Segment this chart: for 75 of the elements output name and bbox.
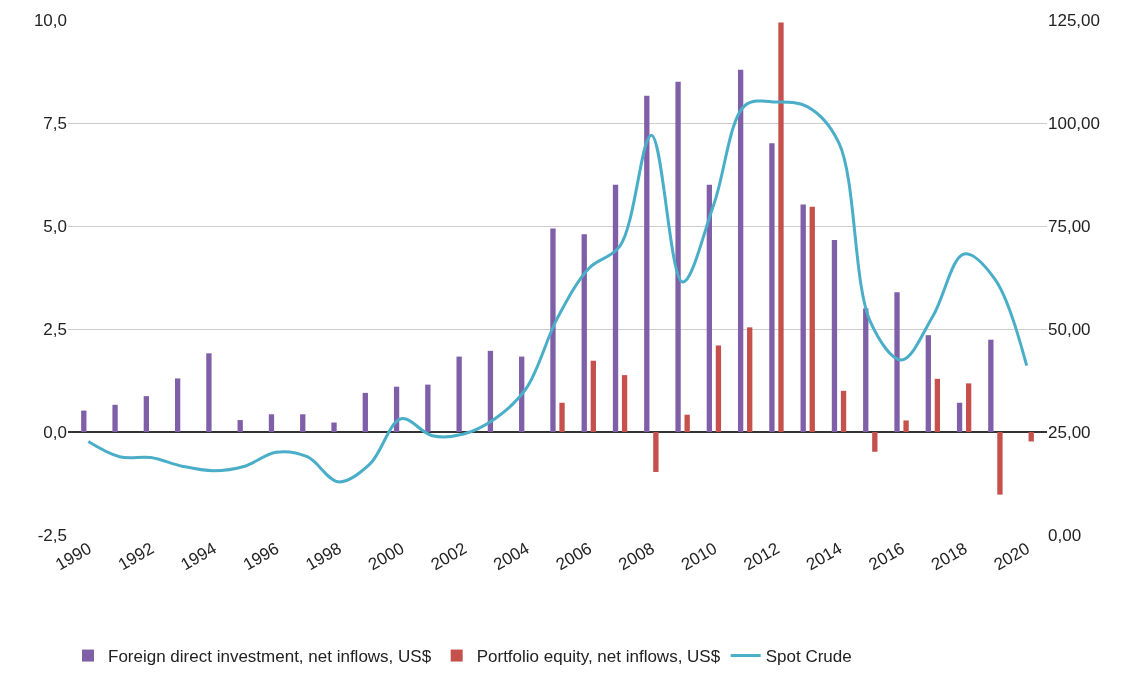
x-tick-label: 1998 (302, 538, 345, 575)
bar (653, 432, 659, 472)
y-tick-label: 0,0 (43, 422, 67, 442)
bar (903, 420, 909, 432)
bar (684, 414, 690, 432)
bar (237, 420, 243, 432)
legend-label: Portfolio equity, net inflows, US$ (476, 647, 721, 667)
y-tick-label: 10,0 (33, 10, 67, 30)
bar (778, 22, 784, 432)
line-series (86, 99, 1029, 484)
bar (737, 69, 744, 432)
bar (81, 410, 87, 432)
bar (644, 95, 650, 432)
bar (988, 339, 994, 432)
bar (143, 396, 150, 432)
bar (800, 204, 806, 432)
bar (559, 402, 565, 432)
bar (112, 404, 118, 432)
bar (581, 234, 587, 432)
x-tick-label: 2006 (552, 538, 596, 575)
bar (863, 308, 869, 432)
y-tick-label: 7,5 (43, 113, 67, 133)
bar (840, 390, 847, 432)
x-tick-label: 2010 (677, 538, 721, 575)
x-tick-label: 2018 (928, 538, 971, 575)
bar (425, 384, 431, 432)
bar (747, 327, 753, 432)
bar (925, 335, 931, 432)
bar (331, 422, 337, 432)
legend-label: Foreign direct investment, net inflows, US$ (108, 647, 432, 667)
bar (831, 240, 838, 432)
y-tick-label: 5,0 (43, 216, 67, 236)
x-tick-label: 2012 (740, 538, 783, 575)
y2-tick-label: 125,00 (1048, 10, 1100, 30)
y2-tick-label: 75,00 (1048, 216, 1091, 236)
x-tick-label: 2002 (427, 538, 470, 575)
y-tick-label: 2,5 (43, 319, 67, 339)
bar (809, 206, 815, 432)
bar (894, 292, 900, 432)
bar (268, 414, 275, 432)
x-tick-label: 2008 (615, 538, 658, 575)
bar (362, 392, 368, 432)
y2-tick-label: 100,00 (1048, 113, 1100, 133)
bar (715, 345, 722, 432)
bar (590, 360, 596, 432)
bar (487, 350, 494, 432)
bar (872, 432, 878, 452)
bar (174, 378, 181, 432)
x-tick-label: 2014 (802, 538, 846, 575)
bar (706, 184, 713, 432)
bar (456, 356, 462, 432)
bar (206, 353, 212, 432)
y2-tick-label: 25,00 (1048, 422, 1091, 442)
bar (997, 432, 1003, 495)
x-tick-label: 2020 (990, 538, 1033, 575)
bar (550, 228, 556, 432)
bar (300, 414, 306, 432)
x-tick-label: 1996 (239, 538, 283, 575)
bar (621, 375, 628, 432)
bar (956, 402, 963, 432)
y-tick-label: -2,5 (37, 525, 67, 545)
x-tick-label: 2004 (490, 538, 533, 575)
x-tick-label: 2016 (865, 538, 908, 575)
bar (965, 383, 972, 432)
bar (1028, 432, 1034, 442)
bar (769, 143, 775, 432)
y2-tick-label: 50,00 (1048, 319, 1091, 339)
legend-label: Spot Crude (765, 647, 852, 667)
y2-tick-label: 0,00 (1048, 525, 1082, 545)
bar (612, 184, 619, 432)
x-tick-label: 1994 (177, 538, 220, 575)
bar (934, 378, 941, 432)
x-tick-label: 1992 (114, 538, 158, 575)
bar (675, 81, 681, 432)
x-tick-label: 2000 (365, 538, 408, 575)
